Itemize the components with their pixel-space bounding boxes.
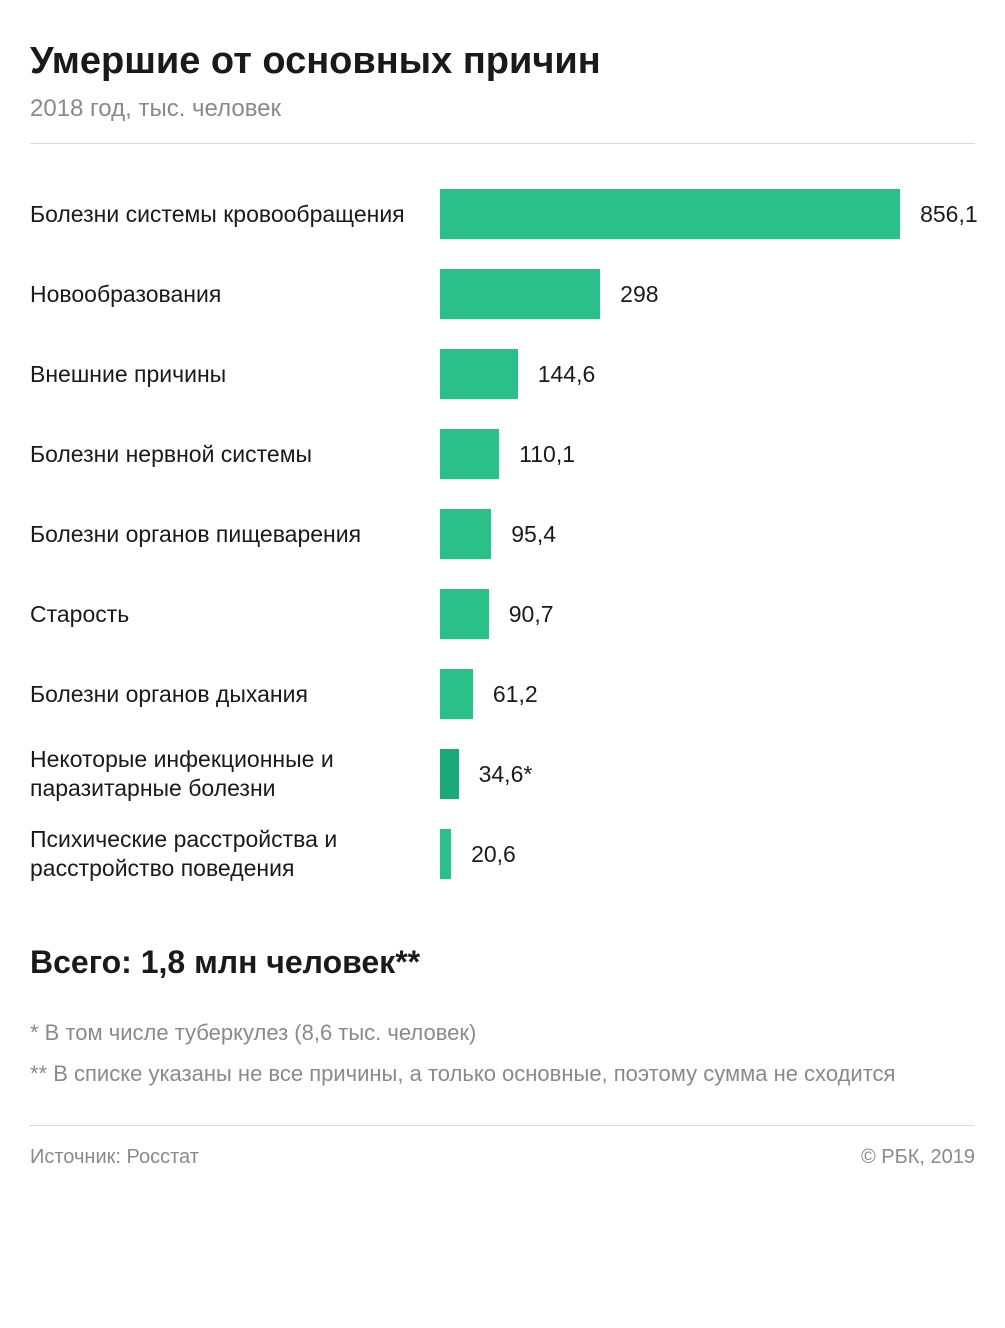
bar-label: Некоторые инфекционные и паразитарные бо… [30,745,440,803]
bar-value: 856,1 [920,201,978,228]
bar [440,829,451,879]
bar-value: 20,6 [471,841,516,868]
bar-row: Болезни органов дыхания 61,2 [30,654,975,734]
bar [440,589,489,639]
top-divider [30,143,975,144]
footnote: * В том числе туберкулез (8,6 тыс. челов… [30,1016,975,1049]
bar-row: Старость 90,7 [30,574,975,654]
bar-label: Новообразования [30,280,221,309]
bar [440,509,491,559]
footnote: ** В списке указаны не все причины, а то… [30,1057,975,1090]
bar [440,189,900,239]
bottom-divider [30,1125,975,1126]
bar-label: Психические расстройства и расстройство … [30,825,440,883]
bar-label: Болезни органов дыхания [30,680,308,709]
bar-value: 61,2 [493,681,538,708]
source-row: Источник: Росстат © РБК, 2019 [30,1146,975,1169]
credit-label: © РБК, 2019 [861,1146,975,1169]
bar [440,669,473,719]
bar-value: 110,1 [519,441,575,468]
footnotes: * В том числе туберкулез (8,6 тыс. челов… [30,1016,975,1090]
chart-subtitle: 2018 год, тыс. человек [30,95,975,123]
bar-row: Внешние причины 144,6 [30,334,975,414]
bar [440,269,600,319]
bar-value: 144,6 [538,361,596,388]
bar-label: Внешние причины [30,360,226,389]
bar-row: Новообразования 298 [30,254,975,334]
bar [440,749,459,799]
bar [440,429,499,479]
total-line: Всего: 1,8 млн человек** [30,944,975,981]
bar-label: Болезни системы кровообращения [30,200,405,229]
source-label: Источник: Росстат [30,1146,199,1169]
bar-row: Психические расстройства и расстройство … [30,814,975,894]
bar-label: Болезни нервной системы [30,440,312,469]
bar-value: 90,7 [509,601,554,628]
chart-title: Умершие от основных причин [30,40,975,83]
bar [440,349,518,399]
bar-value: 298 [620,281,658,308]
bar-row: Болезни органов пищеварения 95,4 [30,494,975,574]
bar-chart: Болезни системы кровообращения 856,1 Новоо… [30,174,975,894]
bar-value: 95,4 [511,521,556,548]
bar-row: Некоторые инфекционные и паразитарные бо… [30,734,975,814]
bar-label: Болезни органов пищеварения [30,520,361,549]
bar-label: Старость [30,600,129,629]
bar-row: Болезни системы кровообращения 856,1 [30,174,975,254]
bar-value: 34,6* [479,761,533,788]
bar-row: Болезни нервной системы 110,1 [30,414,975,494]
